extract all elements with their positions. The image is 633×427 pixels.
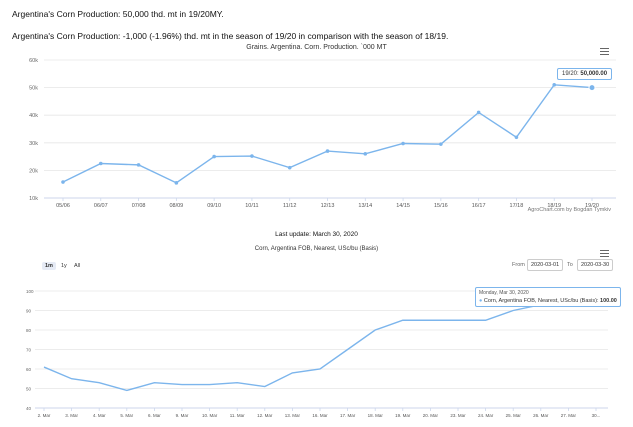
x-tick-label: 06/07 (94, 203, 108, 209)
chart1-tooltip: 19/20: 50,000.00 (557, 68, 613, 80)
date-from-input[interactable]: 2020-03-01 (527, 259, 564, 271)
y-tick-label: 60k (29, 58, 38, 64)
chart1-tooltip-label: 19/20: (562, 71, 579, 77)
date-to-input[interactable]: 2020-03-30 (577, 259, 614, 271)
y-tick-label: 50 (26, 387, 32, 392)
x-tick-label: 16. Mar (312, 413, 328, 418)
x-tick-label: 12/13 (321, 203, 335, 209)
data-point (514, 135, 519, 140)
y-tick-label: 40 (26, 406, 32, 411)
y-tick-label: 30k (29, 141, 38, 147)
x-tick-label: 19/20 (585, 203, 599, 209)
x-tick-label: 5. Mar (120, 413, 133, 418)
x-tick-label: 13. Mar (285, 413, 301, 418)
data-point (136, 163, 141, 167)
y-tick-label: 70 (26, 348, 32, 353)
data-point (439, 142, 443, 146)
data-point (287, 165, 292, 170)
x-tick-label: 17. Mar (340, 413, 356, 418)
chart1-title: Grains. Argentina. Corn. Production. `00… (246, 44, 387, 51)
y-tick-label: 40k (29, 113, 38, 119)
data-point (61, 180, 65, 184)
y-tick-label: 10k (29, 196, 38, 202)
date-to-label: To (567, 262, 573, 268)
y-tick-label: 20k (29, 168, 38, 174)
series-line (43, 290, 596, 392)
x-tick-label: 2. Mar (38, 413, 51, 418)
x-tick-label: 26. Mar (533, 413, 549, 418)
headline-production: Argentina's Corn Production: 50,000 thd.… (12, 9, 224, 19)
chart2-tooltip-value: 100.00 (600, 298, 617, 304)
x-tick-label: 07/08 (132, 203, 146, 209)
x-tick-label: 16/17 (472, 203, 486, 209)
x-tick-label: 24. Mar (478, 413, 494, 418)
data-point (174, 181, 179, 185)
last-update: Last update: March 30, 2020 (275, 231, 358, 238)
y-tick-label: 100 (26, 289, 34, 294)
x-tick-label: 20. Mar (423, 413, 439, 418)
x-tick-label: 12. Mar (257, 413, 273, 418)
x-tick-label: 18/19 (547, 203, 561, 209)
chart1-tooltip-value: 50,000.00 (580, 71, 608, 77)
data-point (476, 110, 481, 115)
range-button-1y[interactable]: 1y (61, 263, 67, 269)
x-tick-label: 18. Mar (368, 413, 384, 418)
x-tick-label: 17/18 (510, 203, 524, 209)
chart1-menu-icon[interactable] (600, 48, 609, 55)
x-tick-label: 05/06 (56, 203, 70, 209)
x-tick-label: 19. Mar (395, 413, 411, 418)
chart2-tooltip-row: ● Corn, Argentina FOB, Nearest, USc/bu (… (479, 298, 617, 304)
x-tick-label: 10/11 (245, 203, 258, 209)
x-tick-label: 11/12 (283, 203, 296, 209)
x-tick-label: 6. Mar (148, 413, 161, 418)
chart-credit: AgroChart.com by Bogdan Tymkiv (527, 207, 611, 213)
x-tick-label: 15/16 (434, 203, 448, 209)
data-point (98, 161, 103, 166)
chart2-title: Corn, Argentina FOB, Nearest, USc/bu (Ba… (254, 246, 379, 252)
chart2-tooltip: Monday, Mar 30, 2020 ● Corn, Argentina F… (475, 287, 621, 307)
x-tick-label: 13/14 (358, 203, 372, 209)
y-tick-label: 90 (26, 309, 32, 314)
x-tick-label: 14/15 (396, 203, 410, 209)
data-point (552, 83, 557, 87)
x-tick-label: 11. Mar (230, 413, 245, 418)
x-tick-label: 30... (592, 413, 601, 418)
x-tick-label: 27. Mar (561, 413, 577, 418)
x-tick-label: 9. Mar (176, 413, 189, 418)
y-tick-label: 50k (29, 86, 38, 92)
data-point (588, 84, 596, 92)
x-tick-label: 4. Mar (93, 413, 106, 418)
date-from-label: From (512, 262, 525, 268)
range-button-all[interactable]: All (74, 263, 81, 269)
data-point (212, 154, 216, 159)
chart2-tooltip-date: Monday, Mar 30, 2020 (479, 290, 529, 296)
y-tick-label: 60 (26, 367, 32, 372)
chart2-menu-icon[interactable] (600, 250, 609, 257)
y-tick-label: 80 (26, 328, 32, 333)
x-tick-label: 25. Mar (506, 413, 522, 418)
range-button-1m[interactable]: 1m (42, 262, 56, 270)
x-tick-label: 3. Mar (65, 413, 78, 418)
data-point (401, 141, 405, 146)
chart1-plot: 10k 20k 30k 40k 50k 60k 05/06 06/07 07/08 08/09 09… (29, 58, 616, 209)
x-tick-label: 10. Mar (202, 413, 218, 418)
x-tick-label: 23. Mar (450, 413, 466, 418)
data-point (325, 149, 330, 153)
x-tick-label: 09/10 (207, 203, 221, 209)
x-tick-label: 08/09 (169, 203, 183, 209)
data-point (363, 152, 368, 156)
headline-change: Argentina's Corn Production: -1,000 (-1.… (12, 31, 449, 41)
data-point (250, 154, 254, 158)
chart2-tooltip-series: Corn, Argentina FOB, Nearest, USc/bu (Ba… (483, 298, 599, 304)
